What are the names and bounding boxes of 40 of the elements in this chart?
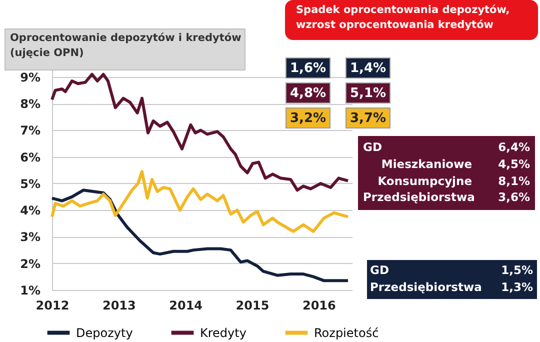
text: 6,4% (498, 140, 530, 154)
text: Mieszkaniowe (381, 157, 472, 171)
x-tick-label: 2016 (302, 298, 336, 312)
text: GD (370, 263, 389, 277)
annotation: 3,2% (290, 111, 326, 126)
annotation: 1,4% (350, 61, 386, 76)
text: 4,5% (498, 157, 530, 171)
y-tick-label: 9% (20, 70, 40, 84)
x-tick-label: 2013 (102, 298, 136, 312)
y-tick-label: 6% (20, 150, 40, 164)
y-tick-label: 5% (20, 176, 40, 191)
line-series (50, 188, 350, 282)
annotation: 1,6% (290, 61, 326, 76)
x-tick-label: 2012 (36, 298, 70, 312)
y-tick-label: 1% (20, 284, 40, 298)
text: Przedsiębiorstwa (370, 280, 482, 294)
text: Konsumpcyjne (378, 174, 472, 188)
text: GD (363, 140, 382, 154)
text: 3,6% (498, 190, 530, 204)
line-series (50, 72, 350, 192)
legend-label: Rozpietość (314, 326, 379, 340)
x-tick-label: 2014 (169, 298, 203, 312)
y-tick-label: 8% (20, 97, 40, 112)
chart-title: Oprocentowanie depozytów i kredytów (ujęcie OPN) (10, 32, 242, 59)
annotation: 5,1% (350, 86, 386, 101)
text: Przedsiębiorstwa (363, 190, 475, 204)
y-tick-label: 3% (20, 230, 40, 244)
text: Spadek oprocentowania depozytów, wzrost oprocentowania kredytów (296, 4, 510, 31)
x-tick-label: 2015 (236, 298, 270, 312)
legend-label: Kredyty (200, 326, 246, 340)
y-tick-label: 4% (20, 204, 40, 218)
legend-label: Depozyty (76, 326, 133, 340)
y-tick-label: 7% (20, 124, 40, 138)
annotation: 4,8% (290, 86, 326, 101)
text: 1,5% (501, 263, 534, 277)
y-tick-label: 2% (20, 256, 40, 271)
text: 8,1% (498, 174, 530, 188)
line-series (50, 170, 350, 233)
text: 1,3% (501, 280, 534, 294)
annotation: 3,7% (350, 111, 386, 126)
